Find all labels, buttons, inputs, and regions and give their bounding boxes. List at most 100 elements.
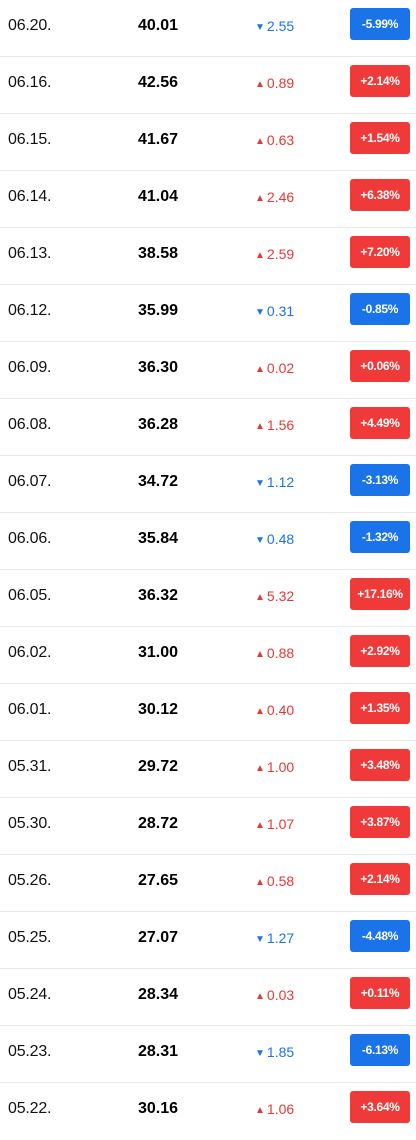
list-item: 06.07. 34.72 ▼ 1.12 -3.13% [0, 456, 416, 513]
row-change: ▼ 0.31 [255, 285, 294, 341]
triangle-down-icon: ▼ [255, 1048, 265, 1059]
row-change: ▲ 0.03 [255, 969, 294, 1025]
change-percent-badge: +2.14% [350, 863, 410, 895]
list-item: 06.20. 40.01 ▼ 2.55 -5.99% [0, 0, 416, 57]
row-price: 29.72 [138, 758, 179, 775]
row-change-value: 2.55 [266, 18, 295, 34]
list-item: 06.02. 31.00 ▲ 0.88 +2.92% [0, 627, 416, 684]
row-date: 06.01. [8, 701, 52, 718]
row-price: 28.72 [138, 815, 179, 832]
change-percent-badge: -3.13% [350, 464, 410, 496]
row-date: 06.16. [8, 74, 52, 91]
row-change-value: 0.88 [266, 645, 295, 661]
row-date: 06.02. [8, 644, 52, 661]
row-change-value: 0.48 [266, 531, 295, 547]
triangle-up-icon: ▲ [255, 706, 265, 717]
triangle-up-icon: ▲ [255, 421, 265, 432]
change-percent-badge: -4.48% [350, 920, 410, 952]
triangle-up-icon: ▲ [255, 79, 265, 90]
change-percent-badge: +17.16% [350, 578, 410, 610]
row-change: ▲ 1.56 [255, 399, 294, 455]
change-percent-badge: +3.64% [350, 1091, 410, 1123]
list-item: 05.31. 29.72 ▲ 1.00 +3.48% [0, 741, 416, 798]
row-date: 05.31. [8, 758, 52, 775]
row-date: 05.24. [8, 986, 52, 1003]
change-percent-badge: -1.32% [350, 521, 410, 553]
change-percent-badge: +0.06% [350, 350, 410, 382]
row-change-value: 1.06 [266, 1101, 295, 1117]
row-change-value: 0.89 [266, 75, 295, 91]
list-item: 06.14. 41.04 ▲ 2.46 +6.38% [0, 171, 416, 228]
list-item: 06.08. 36.28 ▲ 1.56 +4.49% [0, 399, 416, 456]
row-change-value: 0.58 [266, 873, 295, 889]
change-percent-badge: -6.13% [350, 1034, 410, 1066]
row-change: ▼ 1.27 [255, 912, 294, 968]
row-change: ▲ 0.02 [255, 342, 294, 398]
change-percent-badge: +6.38% [350, 179, 410, 211]
row-date: 06.07. [8, 473, 52, 490]
row-date: 06.12. [8, 302, 52, 319]
row-change-value: 1.85 [266, 1044, 295, 1060]
row-price: 41.04 [138, 188, 179, 205]
row-date: 05.30. [8, 815, 52, 832]
change-percent-badge: -5.99% [350, 8, 410, 40]
row-change-value: 0.40 [266, 702, 295, 718]
row-change: ▼ 0.48 [255, 513, 294, 569]
triangle-up-icon: ▲ [255, 991, 265, 1002]
row-change: ▲ 5.32 [255, 570, 294, 626]
row-price: 28.34 [138, 986, 179, 1003]
triangle-up-icon: ▲ [255, 250, 265, 261]
row-change-value: 1.07 [266, 816, 295, 832]
row-date: 06.05. [8, 587, 52, 604]
row-change: ▼ 1.85 [255, 1026, 294, 1082]
triangle-up-icon: ▲ [255, 364, 265, 375]
list-item: 06.05. 36.32 ▲ 5.32 +17.16% [0, 570, 416, 627]
row-change: ▲ 0.63 [255, 114, 294, 170]
triangle-up-icon: ▲ [255, 136, 265, 147]
row-date: 05.26. [8, 872, 52, 889]
row-price: 27.65 [138, 872, 179, 889]
row-price: 38.58 [138, 245, 179, 262]
row-price: 35.84 [138, 530, 179, 547]
row-date: 06.20. [8, 17, 52, 34]
row-date: 06.15. [8, 131, 52, 148]
row-price: 35.99 [138, 302, 179, 319]
row-change-value: 0.02 [266, 360, 295, 376]
row-date: 05.25. [8, 929, 52, 946]
triangle-down-icon: ▼ [255, 22, 265, 33]
row-change: ▲ 0.58 [255, 855, 294, 911]
row-change-value: 2.59 [266, 246, 295, 262]
row-change-value: 5.32 [266, 588, 295, 604]
triangle-up-icon: ▲ [255, 877, 265, 888]
row-date: 06.08. [8, 416, 52, 433]
triangle-up-icon: ▲ [255, 820, 265, 831]
row-price: 30.16 [138, 1100, 179, 1117]
row-price: 42.56 [138, 74, 179, 91]
row-price: 31.00 [138, 644, 179, 661]
list-item: 06.12. 35.99 ▼ 0.31 -0.85% [0, 285, 416, 342]
list-item: 05.30. 28.72 ▲ 1.07 +3.87% [0, 798, 416, 855]
row-change-value: 1.00 [266, 759, 295, 775]
triangle-up-icon: ▲ [255, 649, 265, 660]
row-price: 27.07 [138, 929, 179, 946]
change-percent-badge: +2.14% [350, 65, 410, 97]
row-date: 06.06. [8, 530, 52, 547]
row-price: 36.28 [138, 416, 179, 433]
change-percent-badge: +2.92% [350, 635, 410, 667]
triangle-down-icon: ▼ [255, 535, 265, 546]
row-change: ▼ 2.55 [255, 0, 294, 56]
row-change: ▲ 0.89 [255, 57, 294, 113]
change-percent-badge: +4.49% [350, 407, 410, 439]
change-percent-badge: +0.11% [350, 977, 410, 1009]
list-item: 05.26. 27.65 ▲ 0.58 +2.14% [0, 855, 416, 912]
row-change: ▲ 1.07 [255, 798, 294, 854]
triangle-up-icon: ▲ [255, 592, 265, 603]
change-percent-badge: +3.87% [350, 806, 410, 838]
row-date: 05.23. [8, 1043, 52, 1060]
change-percent-badge: +3.48% [350, 749, 410, 781]
list-item: 06.06. 35.84 ▼ 0.48 -1.32% [0, 513, 416, 570]
triangle-down-icon: ▼ [255, 307, 265, 318]
row-change-value: 0.63 [266, 132, 295, 148]
change-percent-badge: +7.20% [350, 236, 410, 268]
